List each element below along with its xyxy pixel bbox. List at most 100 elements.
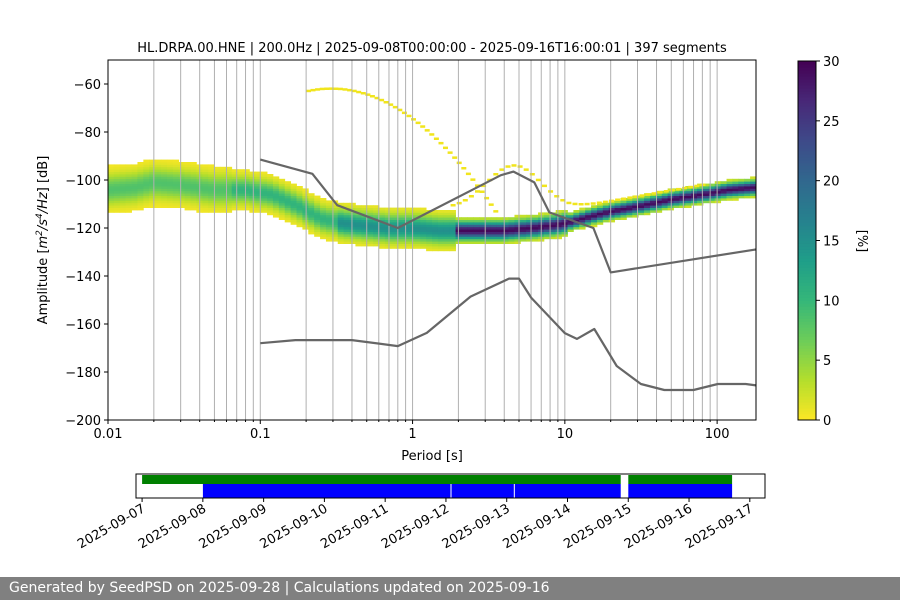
heatmap-cell [125, 190, 132, 194]
heatmap-cell [585, 214, 592, 218]
heatmap-cell [414, 234, 421, 237]
heatmap-cell [131, 188, 138, 192]
heatmap-cell [697, 195, 704, 199]
heatmap-cell [284, 202, 292, 206]
heatmap-cell [691, 198, 698, 201]
heatmap-cell [255, 171, 262, 175]
heatmap-cell [732, 188, 739, 192]
heatmap-cell [119, 166, 127, 170]
heatmap-cell [443, 214, 451, 218]
heatmap-cell [290, 205, 297, 208]
heatmap-cell [514, 229, 521, 232]
heatmap-cell [231, 183, 238, 187]
heatmap-cell [337, 219, 345, 223]
heatmap-cell [396, 214, 403, 218]
heatmap-cell [320, 207, 327, 211]
heatmap-cell [526, 229, 533, 232]
heatmap-cell [231, 190, 238, 194]
heatmap-cell [172, 205, 180, 208]
colorbar-step [798, 357, 816, 361]
heatmap-cell [726, 198, 733, 201]
colorbar-step [798, 132, 816, 137]
heatmap-cell [465, 172, 471, 176]
heatmap-cell [184, 198, 191, 201]
heatmap-cell [314, 234, 321, 237]
heatmap-cell [308, 202, 315, 206]
heatmap-cell [361, 241, 368, 244]
heatmap-cell [113, 207, 121, 211]
heatmap-cell [149, 159, 156, 163]
heatmap-cell [414, 214, 421, 218]
heatmap-cell [119, 210, 127, 213]
heatmap-cell [290, 198, 297, 201]
heatmap-cell [555, 222, 562, 225]
heatmap-cell [591, 214, 598, 218]
heatmap-cell [278, 181, 286, 184]
heatmap-cell [508, 234, 515, 237]
heatmap-cell [131, 198, 138, 201]
colorbar-step [798, 318, 816, 322]
heatmap-cell [202, 166, 209, 170]
heatmap-cell [714, 193, 722, 196]
heatmap-cell [302, 219, 309, 223]
heatmap-cell [437, 238, 445, 242]
heatmap-cell [673, 200, 680, 204]
heatmap-cell [342, 88, 348, 91]
heatmap-cell [667, 205, 674, 208]
heatmap-cell [367, 222, 374, 225]
heatmap-cell [479, 224, 486, 228]
heatmap-cell [414, 207, 421, 211]
heatmap-cell [225, 200, 233, 204]
heatmap-cell [432, 214, 439, 218]
heatmap-cell [184, 207, 191, 211]
heatmap-cell [449, 210, 456, 213]
colorbar-tick-label: 15 [823, 235, 840, 250]
heatmap-cell [596, 217, 604, 220]
heatmap-cell [161, 198, 168, 201]
heatmap-cell [720, 190, 727, 194]
heatmap-cell [296, 222, 303, 225]
data-coverage-timeline: 2025-09-072025-09-082025-09-092025-09-10… [75, 473, 766, 552]
heatmap-cell [479, 234, 486, 237]
heatmap-cell [714, 195, 722, 199]
heatmap-cell [278, 217, 286, 220]
heatmap-cell [202, 202, 209, 206]
heatmap-cell [426, 212, 433, 216]
heatmap-cell [520, 219, 527, 223]
heatmap-cell [320, 214, 327, 218]
heatmap-cell [579, 207, 586, 211]
heatmap-cell [131, 200, 138, 204]
heatmap-cell [284, 212, 292, 216]
heatmap-cell [320, 202, 327, 206]
heatmap-cell [155, 205, 162, 208]
heatmap-cell [331, 202, 339, 206]
heatmap-cell [732, 178, 739, 182]
heatmap-cell [383, 101, 389, 104]
heatmap-cell [314, 222, 321, 225]
heatmap-cell [620, 207, 627, 211]
heatmap-cell [349, 226, 356, 230]
heatmap-cell [490, 217, 498, 220]
heatmap-cell [225, 169, 233, 172]
heatmap-cell [243, 193, 250, 196]
heatmap-cell [166, 178, 174, 182]
heatmap-cell [155, 162, 162, 165]
heatmap-cell [555, 210, 562, 213]
heatmap-cell [708, 183, 716, 187]
heatmap-cell [555, 231, 562, 235]
heatmap-cell [149, 164, 156, 168]
heatmap-cell [219, 171, 227, 175]
heatmap-cell [432, 248, 439, 252]
heatmap-cell [572, 202, 578, 206]
heatmap-cell [237, 178, 244, 182]
heatmap-cell [190, 183, 197, 187]
heatmap-cell [113, 176, 121, 180]
heatmap-cell [219, 181, 227, 184]
heatmap-cell [172, 181, 180, 184]
heatmap-cell [443, 226, 451, 230]
heatmap-cell [214, 186, 221, 189]
timeline-frame [135, 473, 766, 499]
heatmap-cell [673, 198, 680, 201]
heatmap-cell [390, 229, 398, 232]
heatmap-cell [714, 186, 722, 189]
